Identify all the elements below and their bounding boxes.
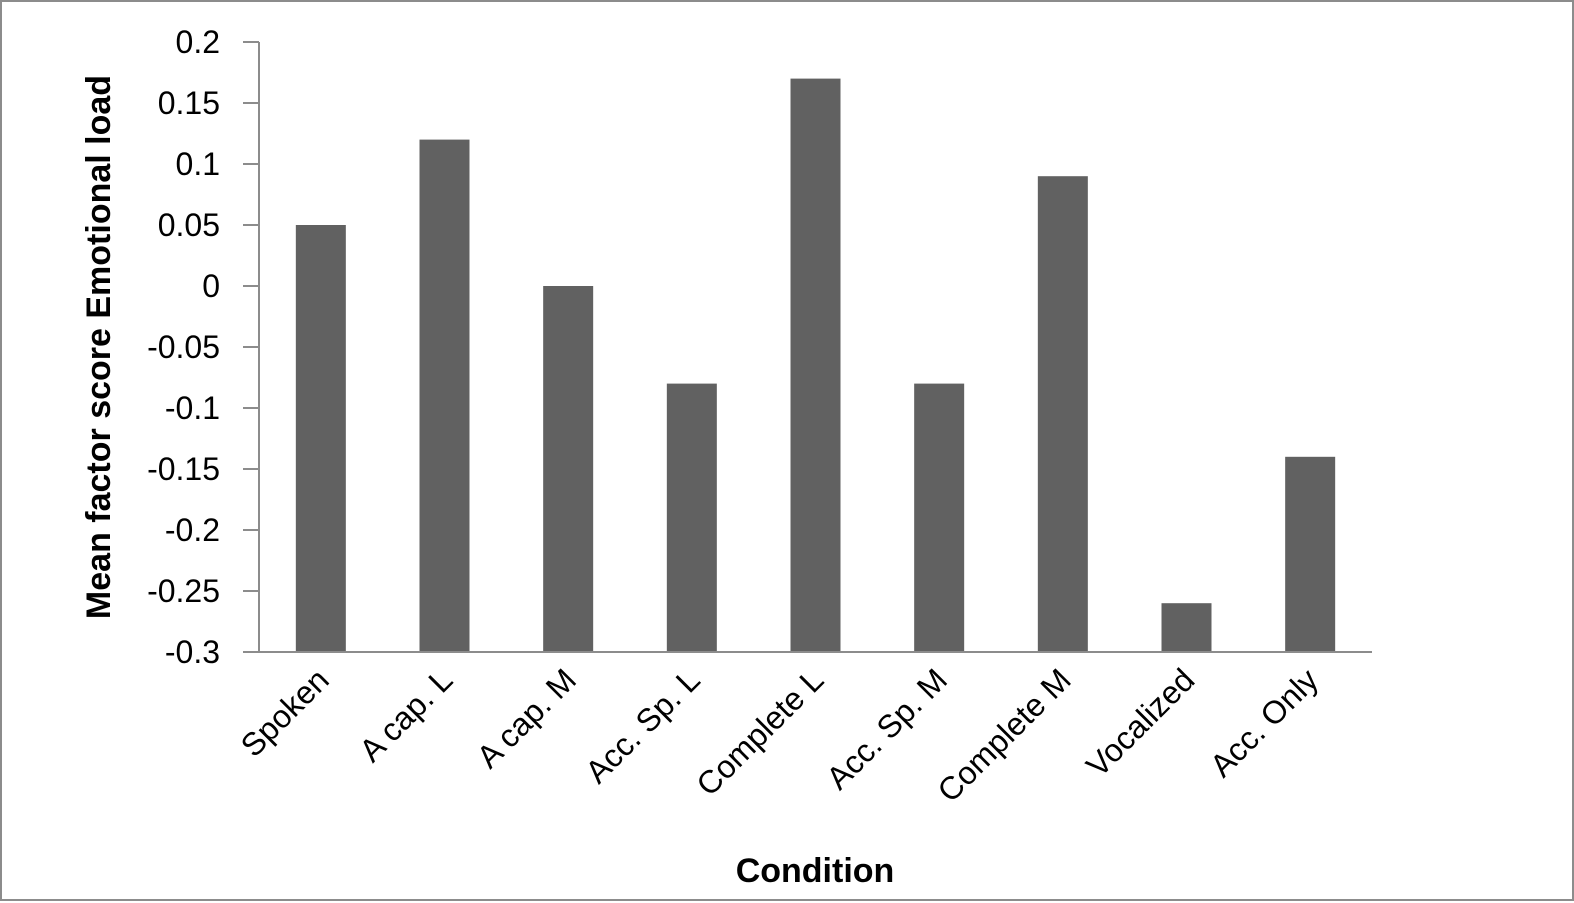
y-tick-label: -0.15 — [147, 451, 220, 487]
bar-vocalized — [1161, 603, 1212, 652]
x-category-label: Acc. Only — [1203, 661, 1325, 783]
y-tick-label: 0.1 — [176, 146, 220, 182]
bar-acc-sp-m — [914, 383, 965, 652]
y-tick-label: 0.15 — [158, 85, 220, 121]
bar-acc-only — [1285, 456, 1336, 652]
bar-spoken — [295, 225, 346, 652]
bar-a-cap-m — [543, 286, 594, 652]
y-ticks-layer: 0.2 0.15 0.1 0.05 0 -0.05 -0.1 -0.15 -0.2 -0.25 -0… — [147, 24, 259, 670]
bars-layer — [295, 78, 1336, 653]
y-tick-label: 0.05 — [158, 207, 220, 243]
x-category-label: Acc. Sp. L — [578, 661, 707, 790]
y-tick-label: -0.2 — [165, 512, 220, 548]
y-axis-title: Mean factor score Emotional load — [80, 75, 118, 619]
x-axis-title: Condition — [736, 852, 895, 890]
y-tick-label: -0.25 — [147, 573, 220, 609]
bar-a-cap-l — [419, 139, 470, 653]
x-category-label: A cap. L — [352, 661, 459, 768]
x-category-label: Complete L — [689, 661, 830, 802]
bar-acc-sp-l — [666, 383, 717, 652]
x-category-label: Complete M — [930, 661, 1077, 808]
x-category-label: A cap. M — [470, 661, 583, 774]
y-tick-label: 0.2 — [176, 24, 220, 60]
x-category-label: Spoken — [234, 661, 336, 763]
bar-complete-l — [790, 78, 841, 653]
y-tick-label: -0.1 — [165, 390, 220, 426]
x-category-label: Vocalized — [1079, 661, 1201, 783]
y-tick-label: -0.05 — [147, 329, 220, 365]
x-category-label: Acc. Sp. M — [819, 661, 954, 796]
y-tick-label: -0.3 — [165, 634, 220, 670]
y-tick-label: 0 — [202, 268, 220, 304]
bar-complete-m — [1037, 176, 1088, 652]
